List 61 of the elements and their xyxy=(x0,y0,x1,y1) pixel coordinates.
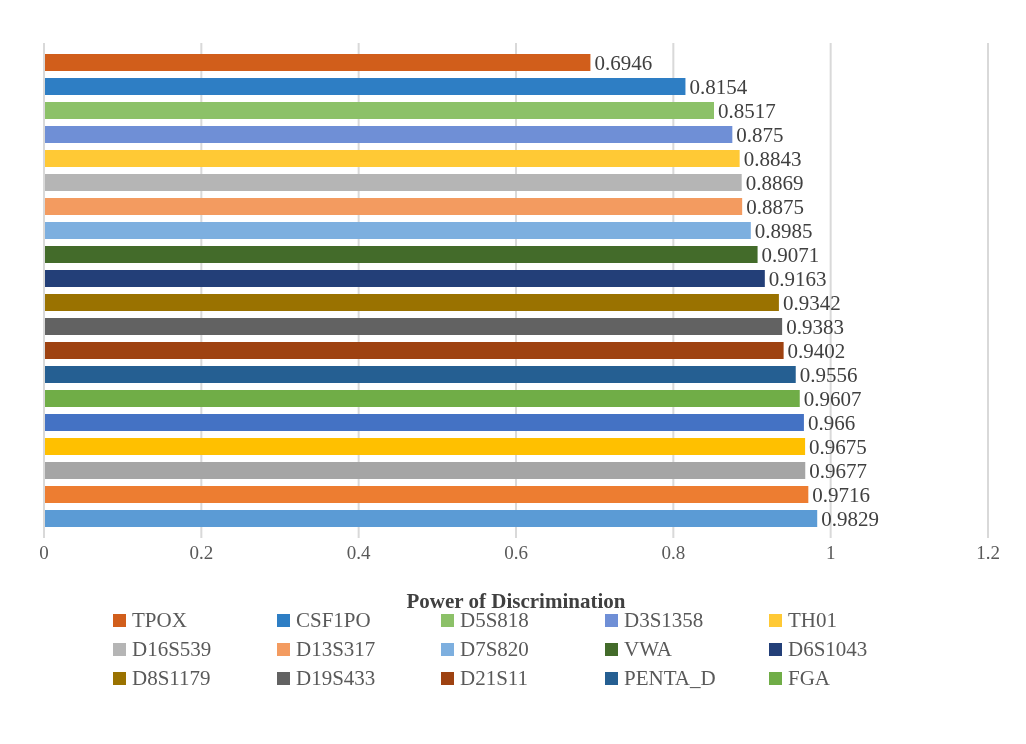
bar xyxy=(44,438,806,455)
data-label: 0.6946 xyxy=(594,50,653,75)
data-label: 0.966 xyxy=(807,410,856,435)
bar xyxy=(44,294,779,311)
legend-label: TPOX xyxy=(132,608,187,633)
legend-label: D3S1358 xyxy=(624,608,704,633)
legend-label: D13S317 xyxy=(296,637,376,662)
x-tick-label: 0 xyxy=(39,542,49,564)
x-tick-label: 0.4 xyxy=(346,542,372,564)
x-tick-label: 0.8 xyxy=(661,542,686,564)
bar xyxy=(44,510,818,527)
bar xyxy=(44,462,806,479)
legend-label: FGA xyxy=(788,666,831,691)
legend-label: D21S11 xyxy=(460,666,529,691)
bar xyxy=(44,222,751,239)
data-label: 0.9383 xyxy=(786,314,844,339)
data-label: 0.8869 xyxy=(745,170,804,195)
data-label: 0.8843 xyxy=(743,146,802,171)
bar xyxy=(44,78,686,95)
bar xyxy=(44,102,714,119)
bar xyxy=(44,318,783,335)
legend-label: D16S539 xyxy=(132,637,212,662)
bar xyxy=(44,126,733,143)
bar xyxy=(44,414,804,431)
data-label: 0.9071 xyxy=(761,242,820,267)
data-label: 0.8875 xyxy=(746,194,804,219)
data-label: 0.9556 xyxy=(799,362,858,387)
bar xyxy=(44,390,800,407)
x-tick-label: 0.6 xyxy=(504,542,528,564)
data-label: 0.8985 xyxy=(754,218,813,243)
data-label: 0.9829 xyxy=(821,506,879,531)
data-label: 0.9402 xyxy=(787,338,846,363)
legend-label: CSF1PO xyxy=(296,608,371,633)
bar xyxy=(44,174,742,191)
data-label: 0.875 xyxy=(736,122,784,147)
legend-label: D6S1043 xyxy=(788,637,868,662)
data-label: 0.9675 xyxy=(809,434,867,459)
bar xyxy=(44,150,740,167)
data-label: 0.9677 xyxy=(809,458,868,483)
bar xyxy=(44,246,758,263)
legend-label: D7S820 xyxy=(460,637,529,662)
data-label: 0.9607 xyxy=(803,386,862,411)
bar xyxy=(44,198,743,215)
data-label: 0.8517 xyxy=(718,98,776,123)
data-label: 0.9342 xyxy=(782,290,841,315)
bar xyxy=(44,270,765,287)
bar xyxy=(44,486,809,503)
x-tick-label: 0.2 xyxy=(189,542,214,564)
bar xyxy=(44,54,591,71)
data-label: 0.9716 xyxy=(812,482,871,507)
bar xyxy=(44,366,796,383)
legend-label: VWA xyxy=(624,637,672,662)
data-label: 0.9163 xyxy=(768,266,827,291)
bar xyxy=(44,342,784,359)
legend-label: PENTA_D xyxy=(624,666,716,691)
x-tick-label: 1 xyxy=(825,542,836,564)
legend-label: D8S1179 xyxy=(132,666,211,691)
legend-label: TH01 xyxy=(788,608,837,633)
data-label: 0.8154 xyxy=(689,74,748,99)
x-tick-label: 1.2 xyxy=(976,542,1000,564)
legend-label: D19S433 xyxy=(296,666,376,691)
